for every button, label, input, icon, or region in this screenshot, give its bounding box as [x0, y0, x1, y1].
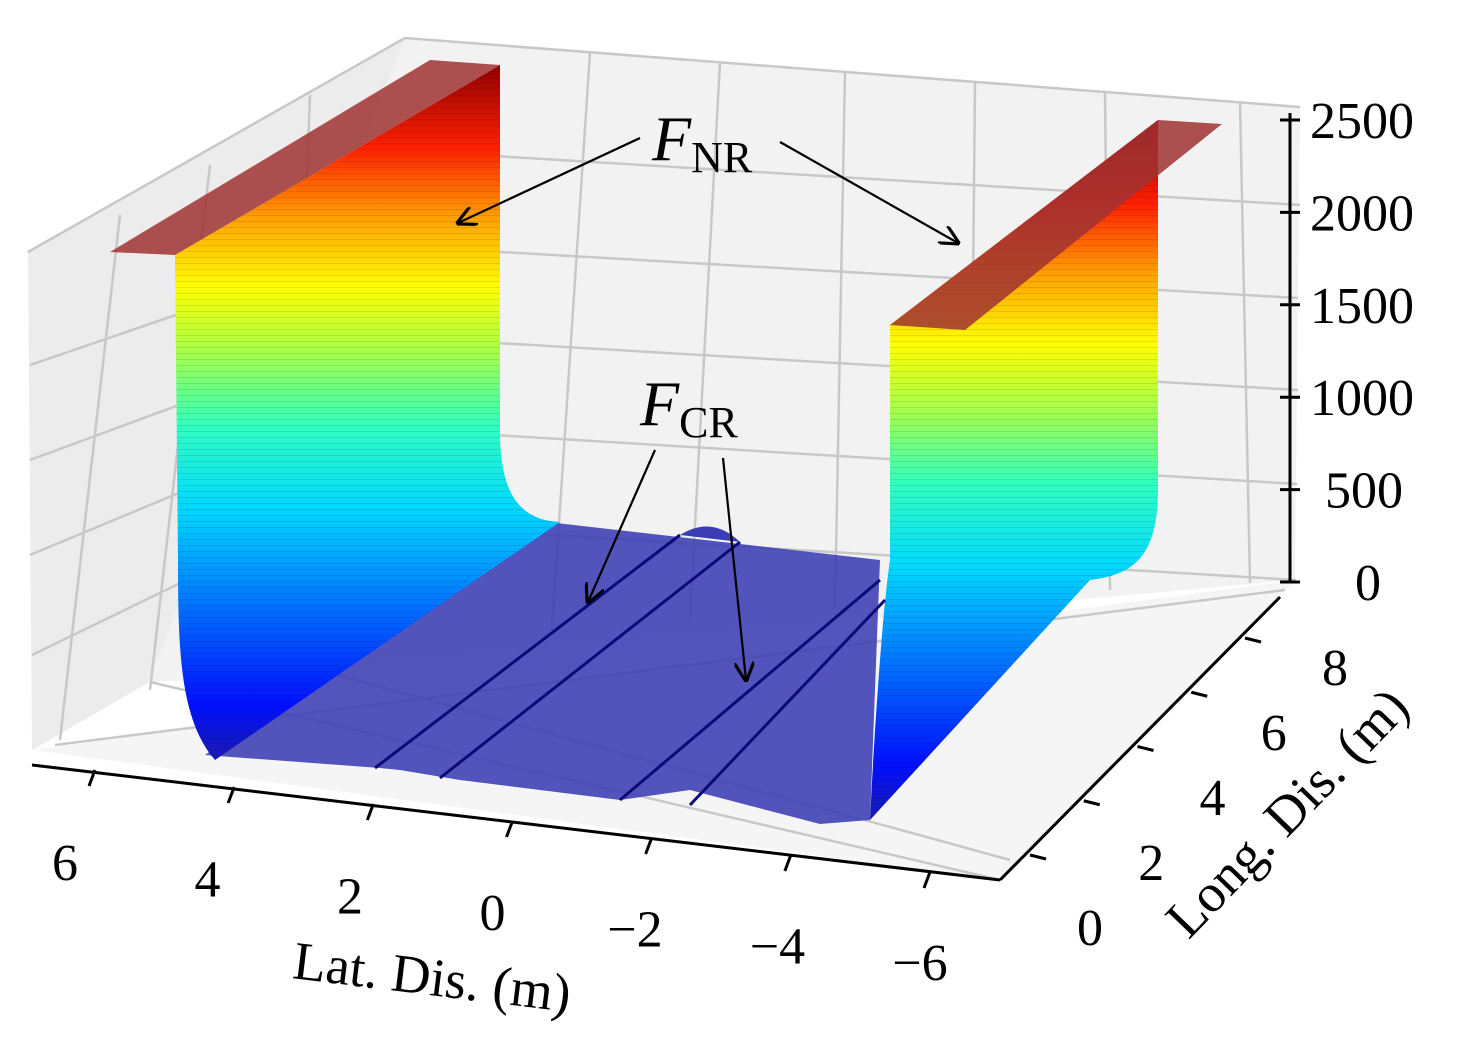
- x-axis-label: Lat. Dis. (m): [290, 930, 574, 1024]
- axes-lines: [31, 113, 1292, 882]
- x-tick-mark: [922, 871, 932, 889]
- y-tick-label: 4: [1200, 770, 1226, 827]
- potential-surface: [110, 60, 1222, 824]
- x-tick-labels: 6 4 2 0 −2 −4 −6: [52, 835, 948, 992]
- z-tick-label: 2500: [1310, 93, 1414, 150]
- y-tick-mark: [1137, 745, 1154, 752]
- lane-ridge-left-b: [439, 540, 741, 780]
- y-axis-line: [998, 595, 1282, 882]
- fnr-arrow-right: [779, 141, 958, 243]
- z-tick-label: 0: [1355, 555, 1381, 612]
- x-tick-label: −4: [750, 918, 805, 975]
- z-tick-label: 500: [1325, 463, 1403, 520]
- y-tick-mark: [1244, 636, 1262, 644]
- z-tick-labels: 0 500 1000 1500 2000 2500: [1310, 93, 1414, 612]
- fnr-base: F: [651, 103, 692, 174]
- y-tick-mark: [1029, 853, 1047, 861]
- surface-left-plateau: [110, 60, 500, 255]
- x-tick-mark: [505, 820, 514, 838]
- y-tick-mark: [1083, 799, 1101, 807]
- annotations: [458, 137, 958, 680]
- x-tick-label: −6: [892, 935, 947, 992]
- surface-floor: [205, 520, 880, 824]
- lane-ridge-right-b: [688, 598, 887, 807]
- z-tick-label: 2000: [1310, 185, 1414, 242]
- x-tick-mark: [644, 837, 654, 855]
- surface-right-plateau: [890, 120, 1222, 330]
- y-tick-mark: [1190, 690, 1208, 698]
- annotation-fnr: FNR: [651, 103, 753, 182]
- fcr-arrow-right: [721, 457, 746, 680]
- x-tick-label: −2: [607, 902, 662, 959]
- annotation-fcr: FCR: [639, 368, 738, 447]
- x-tick-mark: [87, 769, 97, 787]
- fnr-arrow-left: [458, 137, 641, 223]
- x-tick-label: 2: [337, 868, 363, 925]
- z-tick-label: 1000: [1310, 370, 1414, 427]
- tick-marks: [87, 118, 1300, 889]
- fnr-sub: NR: [691, 133, 753, 182]
- x-tick-mark: [783, 854, 793, 872]
- x-axis-line: [31, 763, 1001, 882]
- z-tick-label: 1500: [1310, 278, 1414, 335]
- fcr-base: F: [639, 368, 680, 439]
- fcr-arrow-left: [588, 449, 657, 602]
- x-tick-mark: [226, 786, 236, 804]
- lane-ridge-right-a: [619, 578, 881, 802]
- y-tick-label: 0: [1077, 900, 1103, 957]
- y-tick-label: 8: [1322, 640, 1348, 697]
- fcr-sub: CR: [679, 398, 738, 447]
- x-tick-mark: [365, 803, 375, 821]
- y-tick-label: 6: [1261, 705, 1287, 762]
- x-tick-label: 4: [195, 852, 221, 909]
- x-tick-label: 0: [480, 885, 506, 942]
- lane-ridge-left-a: [374, 533, 681, 770]
- y-axis-label: Long. Dis. (m): [1154, 676, 1420, 949]
- y-tick-label: 2: [1138, 835, 1164, 892]
- x-tick-label: 6: [52, 835, 78, 892]
